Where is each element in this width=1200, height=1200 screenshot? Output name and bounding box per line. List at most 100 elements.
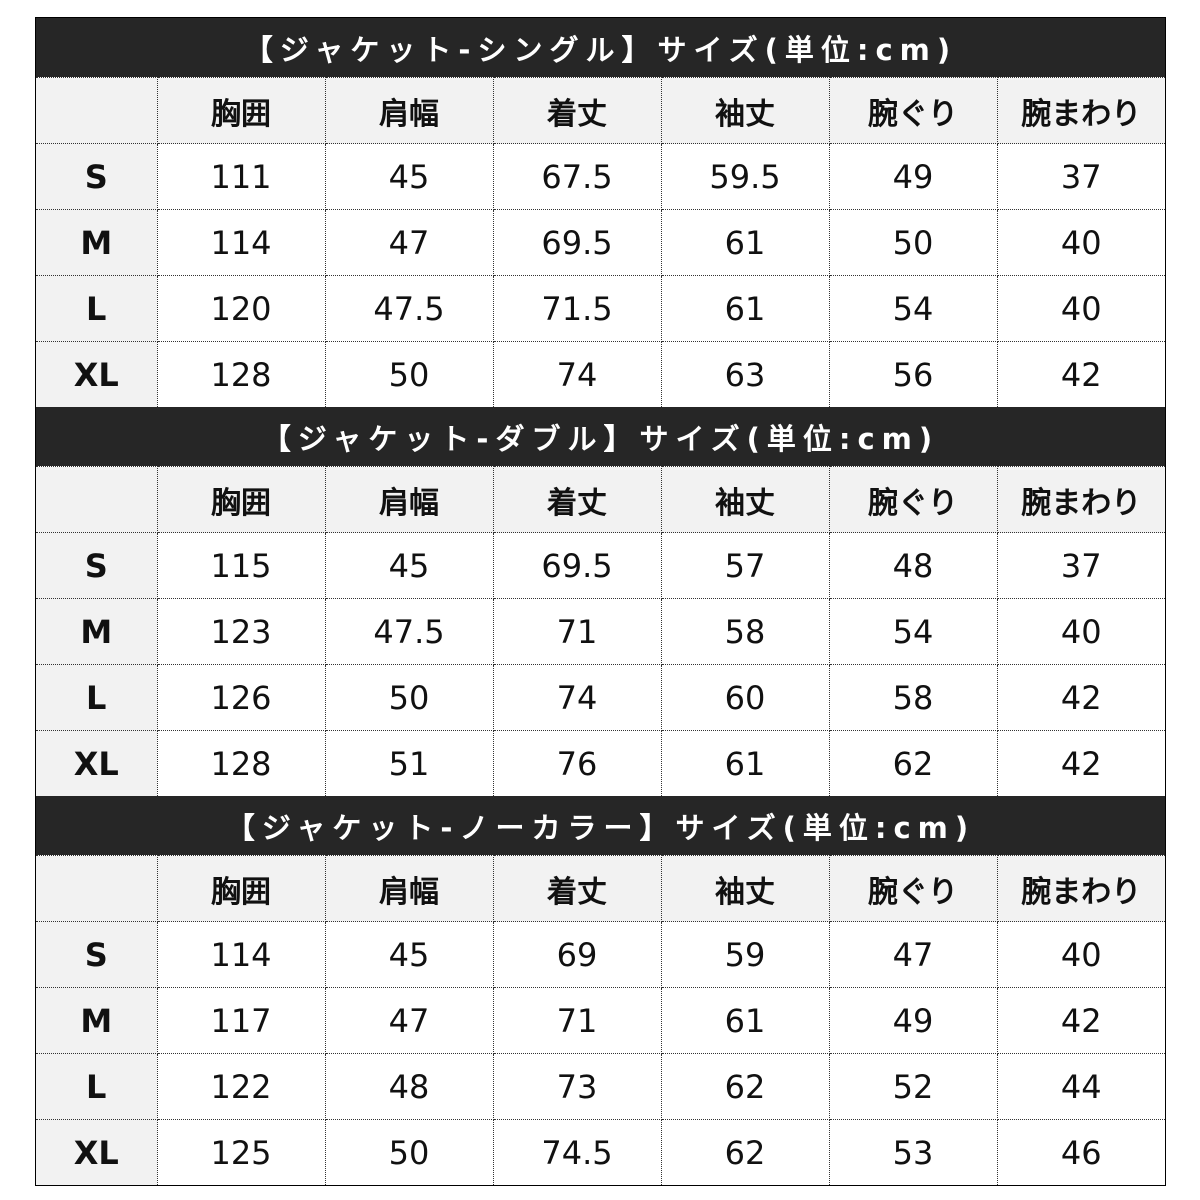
table-row: S 114 45 69 59 47 40 [36,921,1165,988]
corner-cell [36,855,158,922]
table-row: L 122 48 73 62 52 44 [36,1053,1165,1120]
measurement-cell: 45 [324,921,494,988]
measurement-cell: 53 [828,1119,998,1185]
size-table: 胸囲 肩幅 着丈 袖丈 腕ぐり 腕まわり S 111 45 67.5 59.5 49 37 M 114 47 6… [36,77,1165,407]
table-row: XL 128 50 74 63 56 42 [36,341,1165,407]
measurement-cell: 74 [492,664,662,731]
measurement-cell: 61 [660,987,830,1054]
measurement-cell: 61 [660,275,830,342]
column-header: 肩幅 [324,466,494,533]
measurement-cell: 128 [156,730,326,796]
size-chart: 【ジャケット-シングル】サイズ(単位:cm) 胸囲 肩幅 着丈 袖丈 腕ぐり 腕まわり S 11… [35,17,1166,1186]
measurement-cell: 60 [660,664,830,731]
section-title: 【ジャケット-ノーカラー】サイズ(単位:cm) [36,796,1165,855]
column-header: 肩幅 [324,855,494,922]
table-row: M 117 47 71 61 49 42 [36,987,1165,1054]
column-header: 胸囲 [156,855,326,922]
measurement-cell: 42 [996,730,1165,796]
measurement-cell: 61 [660,730,830,796]
measurement-cell: 114 [156,209,326,276]
measurement-cell: 63 [660,341,830,407]
size-label: M [36,209,158,276]
measurement-cell: 128 [156,341,326,407]
size-label: XL [36,730,158,796]
measurement-cell: 49 [828,987,998,1054]
measurement-cell: 49 [828,143,998,210]
measurement-cell: 126 [156,664,326,731]
size-label: S [36,143,158,210]
table-row: L 120 47.5 71.5 61 54 40 [36,275,1165,342]
column-header: 腕ぐり [828,466,998,533]
measurement-cell: 37 [996,532,1165,599]
table-row: M 114 47 69.5 61 50 40 [36,209,1165,276]
measurement-cell: 51 [324,730,494,796]
measurement-cell: 74.5 [492,1119,662,1185]
measurement-cell: 47.5 [324,598,494,665]
measurement-cell: 45 [324,143,494,210]
measurement-cell: 61 [660,209,830,276]
column-header: 胸囲 [156,466,326,533]
measurement-cell: 57 [660,532,830,599]
measurement-cell: 62 [660,1053,830,1120]
measurement-cell: 125 [156,1119,326,1185]
measurement-cell: 54 [828,598,998,665]
column-header: 腕ぐり [828,77,998,144]
measurement-cell: 50 [324,341,494,407]
measurement-cell: 123 [156,598,326,665]
column-header: 着丈 [492,855,662,922]
measurement-cell: 40 [996,598,1165,665]
size-label: S [36,532,158,599]
measurement-cell: 50 [324,664,494,731]
measurement-cell: 117 [156,987,326,1054]
measurement-cell: 71 [492,598,662,665]
measurement-cell: 45 [324,532,494,599]
measurement-cell: 59 [660,921,830,988]
size-table: 胸囲 肩幅 着丈 袖丈 腕ぐり 腕まわり S 114 45 69 59 47 40 M 117 47 71 61 4… [36,855,1165,1185]
table-row: XL 125 50 74.5 62 53 46 [36,1119,1165,1185]
table-row: M 123 47.5 71 58 54 40 [36,598,1165,665]
measurement-cell: 47.5 [324,275,494,342]
measurement-cell: 58 [828,664,998,731]
measurement-cell: 120 [156,275,326,342]
measurement-cell: 76 [492,730,662,796]
measurement-cell: 122 [156,1053,326,1120]
measurement-cell: 62 [660,1119,830,1185]
measurement-cell: 40 [996,921,1165,988]
corner-cell [36,466,158,533]
table-row: XL 128 51 76 61 62 42 [36,730,1165,796]
column-header: 袖丈 [660,77,830,144]
measurement-cell: 47 [828,921,998,988]
table-row: L 126 50 74 60 58 42 [36,664,1165,731]
section-title: 【ジャケット-シングル】サイズ(単位:cm) [36,18,1165,77]
measurement-cell: 46 [996,1119,1165,1185]
measurement-cell: 71.5 [492,275,662,342]
measurement-cell: 50 [828,209,998,276]
measurement-cell: 37 [996,143,1165,210]
header-row: 胸囲 肩幅 着丈 袖丈 腕ぐり 腕まわり [36,466,1165,533]
measurement-cell: 67.5 [492,143,662,210]
measurement-cell: 47 [324,987,494,1054]
measurement-cell: 71 [492,987,662,1054]
measurement-cell: 42 [996,987,1165,1054]
size-label: XL [36,1119,158,1185]
column-header: 袖丈 [660,466,830,533]
measurement-cell: 40 [996,275,1165,342]
measurement-cell: 50 [324,1119,494,1185]
size-label: L [36,275,158,342]
measurement-cell: 69.5 [492,209,662,276]
header-row: 胸囲 肩幅 着丈 袖丈 腕ぐり 腕まわり [36,855,1165,922]
section-title: 【ジャケット-ダブル】サイズ(単位:cm) [36,407,1165,466]
column-header: 腕まわり [996,855,1165,922]
measurement-cell: 58 [660,598,830,665]
size-label: L [36,664,158,731]
measurement-cell: 48 [324,1053,494,1120]
size-label: M [36,987,158,1054]
measurement-cell: 44 [996,1053,1165,1120]
measurement-cell: 42 [996,341,1165,407]
measurement-cell: 69 [492,921,662,988]
measurement-cell: 47 [324,209,494,276]
column-header: 袖丈 [660,855,830,922]
measurement-cell: 54 [828,275,998,342]
size-table: 胸囲 肩幅 着丈 袖丈 腕ぐり 腕まわり S 115 45 69.5 57 48 37 M 123 47.5 7… [36,466,1165,796]
measurement-cell: 40 [996,209,1165,276]
